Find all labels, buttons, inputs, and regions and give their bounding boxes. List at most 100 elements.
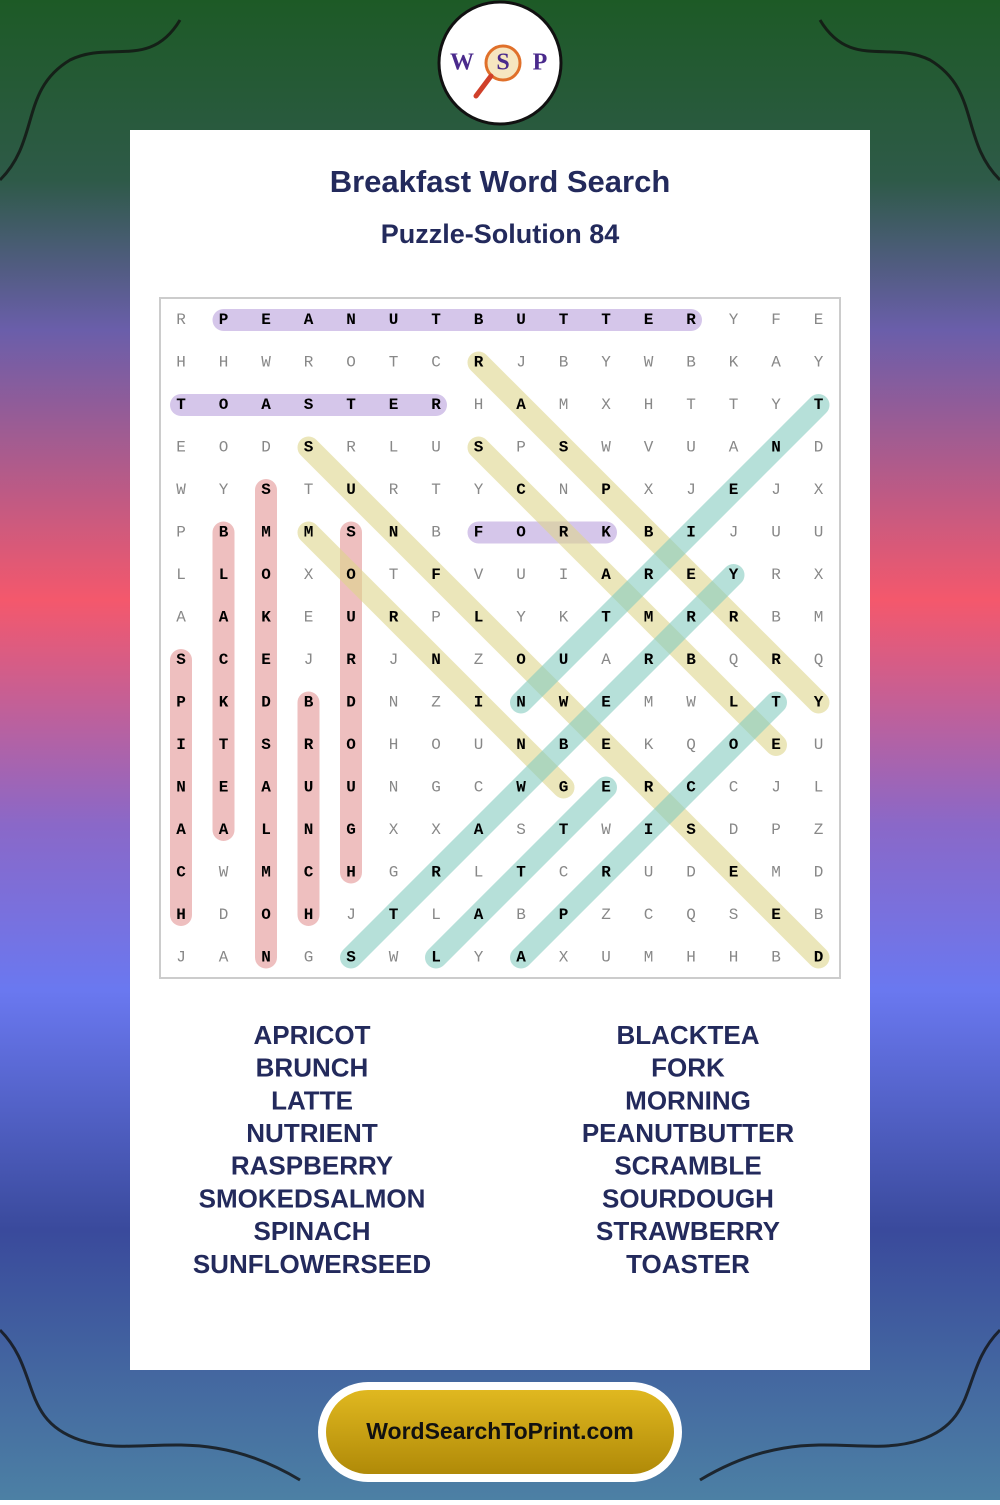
grid-letter: R xyxy=(644,779,654,797)
footer-button[interactable] xyxy=(326,1390,674,1474)
grid-letter: Z xyxy=(814,821,824,839)
grid-letter: L xyxy=(219,566,229,584)
word-list-item: PEANUTBUTTER xyxy=(582,1118,795,1148)
grid-letter: N xyxy=(559,481,569,499)
grid-letter: S xyxy=(346,949,356,967)
grid-letter: Q xyxy=(686,736,696,754)
grid-letter: D xyxy=(814,864,824,882)
grid-letter: H xyxy=(176,354,186,372)
grid-letter: B xyxy=(559,736,569,754)
grid-letter: T xyxy=(686,396,696,414)
grid-letter: T xyxy=(729,396,739,414)
grid-letter: U xyxy=(814,524,824,542)
grid-letter: T xyxy=(601,609,611,627)
grid-letter: U xyxy=(516,311,526,329)
grid-letter: S xyxy=(304,439,314,457)
grid-letter: U xyxy=(644,864,654,882)
grid-letter: F xyxy=(771,311,781,329)
grid-letter: H xyxy=(729,949,739,967)
grid-letter: U xyxy=(304,779,314,797)
grid-letter: W xyxy=(644,354,654,372)
grid-letter: Z xyxy=(474,651,484,669)
grid-letter: Y xyxy=(474,481,484,499)
grid-letter: G xyxy=(559,779,569,797)
grid-letter: Y xyxy=(516,609,526,627)
grid-letter: S xyxy=(261,481,271,499)
grid-letter: I xyxy=(686,524,696,542)
grid-letter: I xyxy=(474,694,484,712)
grid-letter: T xyxy=(814,396,824,414)
grid-letter: L xyxy=(261,821,271,839)
grid-letter: L xyxy=(389,439,399,457)
grid-letter: B xyxy=(686,651,696,669)
word-list-item: MORNING xyxy=(625,1085,751,1115)
grid-letter: J xyxy=(771,481,781,499)
grid-letter: E xyxy=(219,779,229,797)
grid-letter: R xyxy=(686,609,696,627)
grid-letter: O xyxy=(346,566,356,584)
grid-letter: R xyxy=(771,566,781,584)
grid-letter: T xyxy=(346,396,356,414)
grid-letter: E xyxy=(729,481,739,499)
grid-letter: D xyxy=(729,821,739,839)
grid-letter: E xyxy=(176,439,186,457)
grid-letter: I xyxy=(644,821,654,839)
grid-letter: A xyxy=(176,609,186,627)
letter-grid: R P E A N U T B U T T E R Y F E H H W R O T C R J B Y W B K A Y T O A S T E R H… xyxy=(176,311,824,967)
grid-letter: E xyxy=(814,311,824,329)
grid-letter: B xyxy=(771,609,781,627)
grid-letter: W xyxy=(219,864,229,882)
grid-letter: R xyxy=(431,396,441,414)
grid-letter: T xyxy=(304,481,314,499)
highlight xyxy=(297,521,575,799)
grid-letter: S xyxy=(686,821,696,839)
grid-letter: M xyxy=(644,694,654,712)
grid-letter: H xyxy=(474,396,484,414)
grid-letter: N xyxy=(431,651,441,669)
word-list-item: SUNFLOWERSEED xyxy=(193,1249,431,1279)
grid-letter: N xyxy=(389,524,399,542)
highlights xyxy=(170,309,830,969)
grid-letter: L xyxy=(729,694,739,712)
subtitle: Puzzle-Solution 84 xyxy=(381,219,620,249)
grid-letter: D xyxy=(346,694,356,712)
word-list-item: BRUNCH xyxy=(256,1053,369,1083)
word-list-item: SPINACH xyxy=(253,1216,370,1246)
grid-letter: T xyxy=(601,311,611,329)
grid-letter: Q xyxy=(729,651,739,669)
grid-letter: A xyxy=(601,651,611,669)
grid-letter: R xyxy=(601,864,611,882)
grid-letter: M xyxy=(771,864,781,882)
grid-letter: B xyxy=(474,311,484,329)
grid-letter: R xyxy=(474,354,484,372)
grid-letter: Q xyxy=(686,906,696,924)
grid-letter: K xyxy=(644,736,654,754)
grid-letter: K xyxy=(219,694,229,712)
grid-letter: O xyxy=(516,651,526,669)
grid-letter: E xyxy=(644,311,654,329)
grid-letter: M xyxy=(644,949,654,967)
grid-letter: C xyxy=(559,864,569,882)
grid-letter: K xyxy=(559,609,569,627)
grid-letter: C xyxy=(219,651,229,669)
grid-letter: G xyxy=(431,779,441,797)
word-list-item: NUTRIENT xyxy=(246,1118,378,1148)
grid-letter: Y xyxy=(474,949,484,967)
grid-letter: J xyxy=(389,651,399,669)
grid-letter: B xyxy=(304,694,314,712)
grid-letter: R xyxy=(729,609,739,627)
word-list-item: TOASTER xyxy=(626,1249,750,1279)
grid-letter: U xyxy=(601,949,611,967)
grid-letter: X xyxy=(389,821,399,839)
grid-letter: E xyxy=(771,736,781,754)
grid-letter: R xyxy=(431,864,441,882)
grid-letter: T xyxy=(516,864,526,882)
grid-letter: S xyxy=(261,736,271,754)
grid-letter: H xyxy=(176,906,186,924)
grid-letter: A xyxy=(729,439,739,457)
grid-letter: B xyxy=(516,906,526,924)
footer-link[interactable]: WordSearchToPrint.com xyxy=(366,1418,634,1444)
grid-letter: Y xyxy=(814,694,824,712)
grid-letter: E xyxy=(729,864,739,882)
grid-letter: O xyxy=(219,396,229,414)
